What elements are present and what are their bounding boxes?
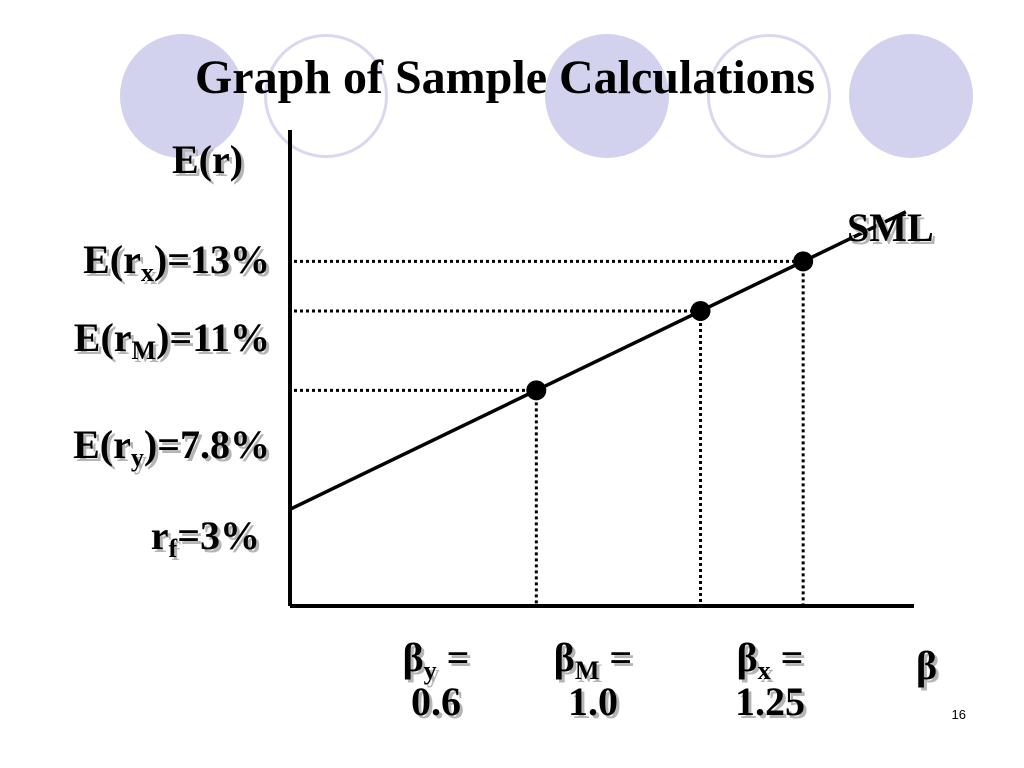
page-number: 16 <box>951 707 966 722</box>
y-label-er-y: E(ry)=7.8% <box>73 422 270 472</box>
decor-circle-filled <box>545 34 669 158</box>
y-label-er-x: E(rx)=13% <box>83 237 270 287</box>
decor-circle-outline <box>264 34 388 158</box>
x-label-beta-x-value: 1.25 <box>735 679 805 724</box>
slide-title: Graph of Sample Calculations <box>194 51 816 104</box>
y-label-er-m: E(rM)=11% <box>73 315 270 365</box>
data-point <box>690 300 711 321</box>
y-axis-label: E(r) <box>172 137 244 182</box>
decor-circle-filled <box>849 34 973 158</box>
data-point <box>793 251 814 272</box>
x-label-beta-x: βx = 1.25 <box>705 636 835 724</box>
x-axis-label: β <box>916 643 938 688</box>
x-label-beta-y: βy = 0.6 <box>381 636 491 724</box>
y-label-risk-free: rf=3% <box>150 513 260 563</box>
x-label-beta-y-value: 0.6 <box>411 679 461 724</box>
sml-line <box>289 210 907 511</box>
data-point <box>526 380 547 401</box>
sml-line-label: SML <box>847 205 934 250</box>
decor-circle-filled <box>120 34 244 158</box>
x-label-beta-m: βM = 1.0 <box>533 636 653 724</box>
x-label-beta-m-value: 1.0 <box>568 679 618 724</box>
decor-circle-outline <box>707 34 831 158</box>
